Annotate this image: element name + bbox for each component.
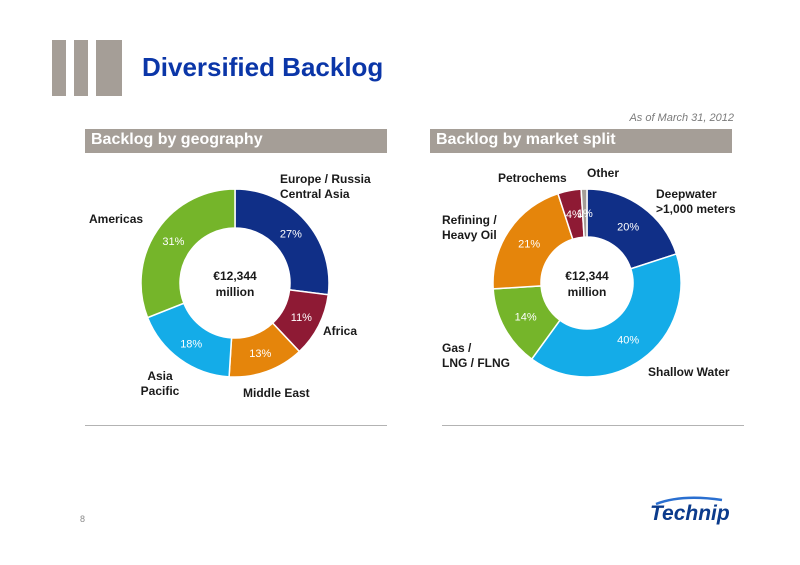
percent-label-shallow-water: 40% [617, 335, 639, 347]
technip-wordmark: Technip [650, 502, 730, 525]
technip-swoosh-icon [655, 496, 723, 506]
percent-label-gas-lng-flng: 14% [515, 312, 537, 324]
percent-label-deepwater-1-000-meters: 20% [617, 221, 639, 233]
category-label-petrochems: Petrochems [498, 171, 567, 185]
slice-americas [140, 188, 236, 319]
market-split-donut-chart: 20% Deepwater >1,000 meters 40% Shallow Wate… [442, 166, 736, 379]
slice-shallow-water [530, 253, 682, 378]
as-of-date: As of March 31, 2012 [629, 112, 734, 124]
technip-logo: Technip [650, 496, 730, 528]
slice-refining-heavy-oil [492, 192, 574, 290]
category-label-middle-east: Middle East [243, 386, 310, 400]
category-label-americas: Americas [89, 212, 143, 226]
category-label-gas-lng-flng: Gas / LNG / FLNG [442, 341, 510, 370]
category-label-shallow-water: Shallow Water [648, 365, 730, 379]
footer-divider-left [85, 425, 387, 426]
presentation-logo-bars [52, 40, 122, 96]
page-number: 8 [80, 514, 86, 524]
center-total-label: €12,344 million [565, 269, 609, 299]
percent-label-petrochems: 4% [566, 209, 582, 221]
percent-label-refining-heavy-oil: 21% [518, 239, 540, 251]
category-label-africa: Africa [323, 324, 357, 338]
percent-label-americas: 31% [162, 236, 184, 248]
geography-chart-header: Backlog by geography [85, 129, 387, 153]
market-split-chart-header: Backlog by market split [430, 129, 732, 153]
percent-label-africa: 11% [291, 312, 312, 324]
percent-label-middle-east: 13% [249, 348, 271, 360]
category-label-europe-russia-central-asia: Europe / Russia Central Asia [280, 172, 371, 201]
category-label-asia-pacific: Asia Pacific [141, 369, 180, 398]
category-label-refining-heavy-oil: Refining / Heavy Oil [442, 213, 497, 242]
center-total-label: €12,344 million [213, 269, 257, 299]
geography-donut-chart: 27% Europe / Russia Central Asia 11% Africa 1… [89, 172, 371, 400]
percent-label-other: 1% [577, 208, 593, 220]
category-label-deepwater-1-000-meters: Deepwater >1,000 meters [656, 187, 736, 216]
footer-divider-right [442, 425, 744, 426]
category-label-other: Other [587, 166, 619, 180]
percent-label-asia-pacific: 18% [180, 338, 202, 350]
slice-other [580, 188, 588, 238]
percent-label-europe-russia-central-asia: 27% [280, 229, 302, 241]
page-title: Diversified Backlog [142, 52, 384, 82]
